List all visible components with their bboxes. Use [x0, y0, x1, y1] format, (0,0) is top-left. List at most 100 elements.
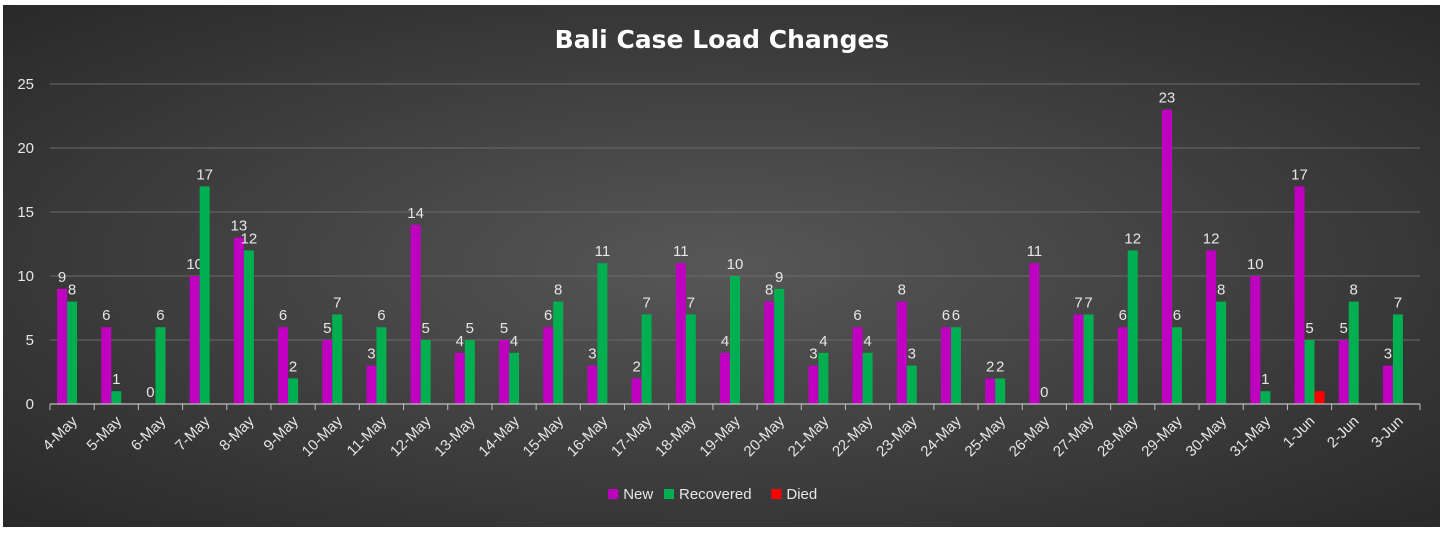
data-label-recovered: 2: [289, 358, 297, 375]
bar-new: [366, 365, 377, 404]
data-label-recovered: 17: [196, 166, 213, 183]
data-label-new: 6: [942, 307, 950, 324]
data-label-recovered: 7: [687, 294, 695, 311]
bar-recovered: [243, 250, 254, 404]
data-label-recovered: 8: [1350, 282, 1358, 299]
data-label-recovered: 8: [554, 282, 562, 299]
bar-new: [720, 352, 730, 404]
data-label-recovered: 8: [1217, 282, 1225, 299]
data-label-recovered: 1: [112, 371, 120, 388]
data-label-new: 4: [456, 333, 464, 350]
bar-recovered: [641, 314, 652, 404]
data-label-recovered: 7: [333, 294, 341, 311]
data-label-new: 10: [186, 256, 203, 273]
bar-recovered: [774, 288, 785, 404]
data-label-new: 8: [765, 282, 773, 299]
data-label-new: 8: [898, 282, 906, 299]
data-label-recovered: 6: [156, 307, 164, 324]
data-label-recovered: 10: [727, 256, 744, 273]
y-tick-label: 10: [17, 268, 34, 285]
data-label-new: 5: [500, 320, 508, 337]
bar-new: [940, 327, 951, 404]
data-label-recovered: 3: [908, 346, 916, 363]
bar-new: [499, 340, 510, 404]
data-label-new: 13: [231, 218, 248, 235]
data-label-new: 6: [279, 307, 287, 324]
data-label-new: 7: [1074, 294, 1082, 311]
data-label-recovered: 6: [952, 307, 960, 324]
data-label-recovered: 7: [1084, 294, 1092, 311]
legend-label-new: New: [623, 486, 653, 503]
data-label-new: 0: [146, 384, 154, 401]
y-tick-label: 0: [26, 396, 34, 413]
data-label-recovered: 4: [863, 333, 871, 350]
data-label-new: 11: [1027, 243, 1043, 260]
bar-new: [852, 327, 863, 404]
data-label-recovered: 12: [1124, 230, 1141, 247]
chart-title: Bali Case Load Changes: [555, 25, 890, 54]
bar-new: [233, 237, 244, 404]
legend-swatch-new: [608, 489, 619, 499]
bar-new: [1382, 365, 1393, 404]
y-tick-label: 25: [17, 76, 34, 93]
data-label-new: 9: [58, 269, 66, 286]
bar-new: [587, 365, 598, 404]
data-label-new: 2: [986, 358, 994, 375]
bar-new: [1117, 327, 1128, 404]
bar-recovered: [376, 327, 387, 404]
bar-recovered: [67, 301, 78, 404]
legend-swatch-recovered: [664, 489, 674, 499]
bar-recovered: [685, 314, 696, 404]
bar-new: [1161, 109, 1172, 404]
bar-new: [278, 327, 289, 404]
bar-new: [543, 327, 554, 404]
bar-new: [764, 301, 775, 404]
chart-background: [3, 5, 1440, 527]
data-label-new: 6: [102, 307, 110, 324]
bar-new: [1206, 250, 1217, 404]
data-label-new: 3: [809, 346, 817, 363]
data-label-new: 3: [588, 346, 596, 363]
bar-new: [454, 352, 465, 404]
bar-recovered: [1348, 301, 1359, 404]
bar-recovered: [553, 301, 564, 404]
bar-recovered: [111, 391, 122, 404]
bar-new: [1250, 276, 1261, 404]
bar-new: [322, 340, 333, 404]
data-label-recovered: 5: [1305, 320, 1313, 337]
legend-swatch-died: [771, 489, 782, 499]
bar-recovered: [464, 340, 475, 404]
bar-new: [896, 301, 907, 404]
data-label-recovered: 0: [1040, 384, 1048, 401]
data-label-recovered: 5: [466, 320, 474, 337]
bar-new: [1073, 314, 1084, 404]
bar-new: [189, 276, 200, 404]
data-label-new: 5: [1340, 320, 1348, 337]
bar-recovered: [862, 352, 873, 404]
data-label-new: 6: [1119, 307, 1127, 324]
legend-label-recovered: Recovered: [679, 486, 752, 503]
data-label-recovered: 7: [642, 294, 650, 311]
data-label-new: 6: [544, 307, 552, 324]
data-label-new: 23: [1159, 90, 1176, 107]
data-label-recovered: 6: [377, 307, 385, 324]
data-label-new: 6: [853, 307, 861, 324]
data-label-new: 17: [1291, 166, 1308, 183]
data-label-recovered: 2: [996, 358, 1004, 375]
y-tick-label: 5: [26, 332, 34, 349]
bar-new: [675, 263, 686, 404]
bar-recovered: [1083, 314, 1094, 404]
data-label-new: 3: [367, 346, 375, 363]
data-label-recovered: 9: [775, 269, 783, 286]
data-label-recovered: 7: [1394, 294, 1402, 311]
bar-new: [1294, 186, 1305, 404]
bar-new: [410, 224, 421, 404]
y-tick-label: 15: [17, 204, 34, 221]
bar-new: [1338, 340, 1349, 404]
bar-recovered: [420, 340, 431, 404]
bar-new: [985, 378, 996, 404]
bar-recovered: [288, 378, 299, 404]
